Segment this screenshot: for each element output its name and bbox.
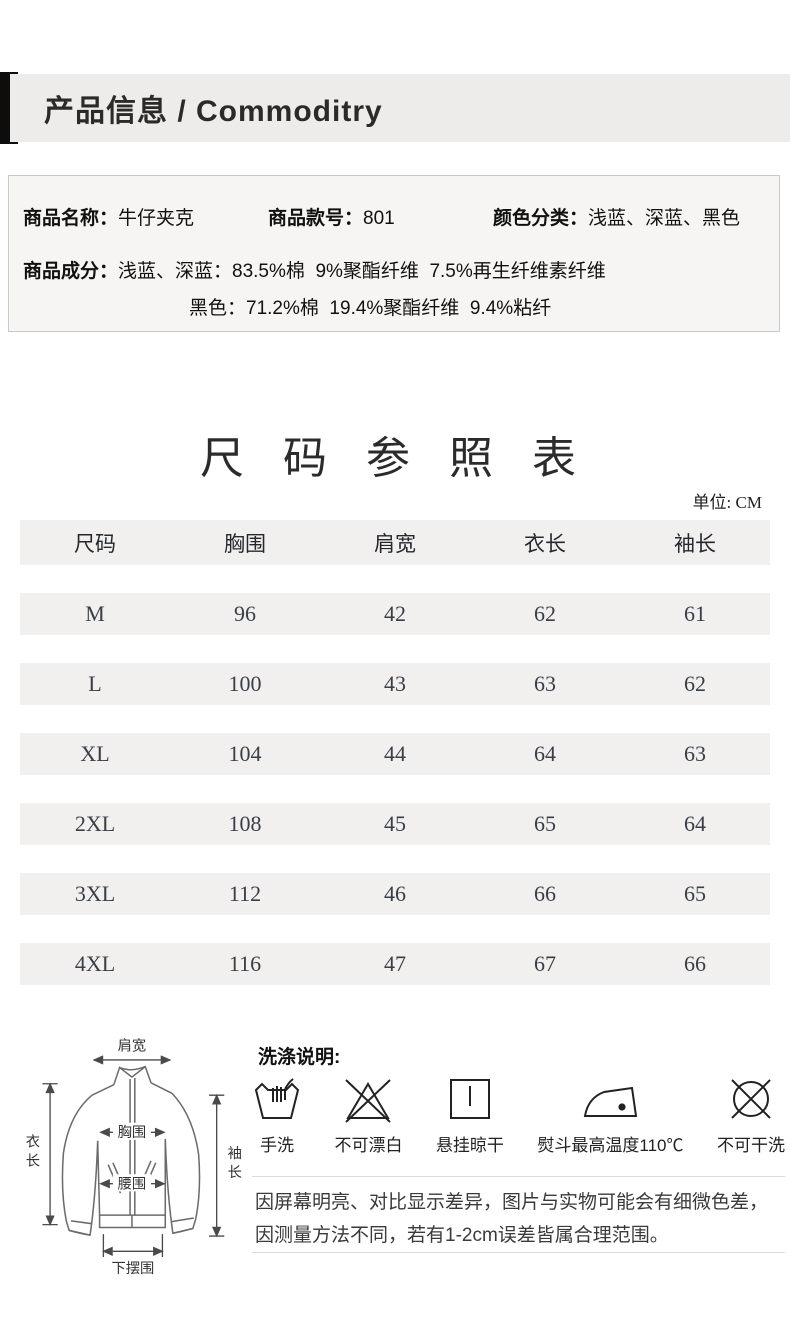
product-info-row: 商品名称：牛仔夹克 商品款号：801 颜色分类：浅蓝、深蓝、黑色 (23, 203, 769, 230)
jacket-measure-diagram: 肩宽 胸围 腰围 下摆围 衣 长 袖 长 (26, 1037, 242, 1277)
size-chart-title: 尺 码 参 照 表 (200, 434, 590, 483)
no-bleach-icon (345, 1079, 392, 1123)
table-header-row: 尺码 胸围 肩宽 衣长 袖长 (20, 520, 770, 565)
wash-item-iron-max-110: 熨斗最高温度110℃ (537, 1074, 684, 1156)
table-row: 3XL 112 46 66 65 (20, 873, 770, 915)
table-row: XL 104 44 64 63 (20, 733, 770, 775)
table-row: 4XL 116 47 67 66 (20, 943, 770, 985)
col-header-sleeve: 袖长 (674, 531, 716, 556)
garment-length-label: 衣 (26, 1134, 40, 1151)
wash-item-label: 手洗 (260, 1136, 294, 1155)
wash-item-no-dry-clean: 不可干洗 (717, 1074, 785, 1156)
waist-label: 腰围 (118, 1176, 147, 1192)
disclaimer-line-2: 因测量方法不同，若有1-2cm误差皆属合理范围。 (255, 1225, 669, 1247)
divider-top (252, 1176, 785, 1177)
disclaimer-line-1: 因屏幕明亮、对比显示差异，图片与实物可能会有细微色差， (255, 1192, 769, 1213)
wash-item-hang-dry: 悬挂晾干 (436, 1074, 504, 1156)
composition-line-2: 黑色：71.2%棉 19.4%聚酯纤维 9.4%粘纤 (189, 298, 552, 319)
iron-max-110-icon (584, 1086, 638, 1117)
col-header-shoulder: 肩宽 (374, 531, 416, 556)
jacket-outline (61, 1065, 201, 1237)
product-model: 商品款号：801 (268, 208, 395, 229)
disclaimer-text: 因屏幕明亮、对比显示差异，图片与实物可能会有细微色差， 因测量方法不同，若有1-… (255, 1186, 787, 1253)
svg-text:长: 长 (228, 1164, 242, 1181)
size-table: 尺码 胸围 肩宽 衣长 袖长 M 96 42 62 61 L 100 43 63 62 XL 10… (20, 520, 770, 985)
table-row: L 100 43 63 62 (20, 663, 770, 705)
hang-dry-icon (449, 1079, 490, 1119)
page-title: 产品信息 / Commoditry (44, 95, 383, 128)
sleeve-length-label: 袖 (228, 1145, 242, 1162)
no-dry-clean-icon (731, 1079, 771, 1119)
composition-line-1: 商品成分：浅蓝、深蓝：83.5%棉 9%聚酯纤维 7.5%再生纤维素纤维 (23, 261, 606, 282)
col-header-length: 衣长 (524, 531, 566, 556)
wash-item-hand-wash: 手洗 (253, 1074, 301, 1156)
hand-wash-icon (254, 1078, 300, 1119)
table-row: 2XL 108 45 65 64 (20, 803, 770, 845)
wash-item-label: 不可漂白 (334, 1136, 403, 1155)
col-header-size: 尺码 (74, 531, 116, 556)
svg-text:长: 长 (26, 1153, 40, 1170)
wash-item-label: 不可干洗 (716, 1136, 785, 1155)
wash-item-label: 熨斗最高温度110℃ (537, 1136, 684, 1155)
washing-icons-row: 手洗 不可漂白 悬挂晾干 (253, 1074, 785, 1156)
col-header-chest: 胸围 (224, 531, 266, 556)
wash-item-no-bleach: 不可漂白 (334, 1074, 402, 1156)
unit-label: 单位: CM (692, 493, 762, 512)
hem-label: 下摆围 (112, 1260, 155, 1277)
product-name: 商品名称：牛仔夹克 (23, 208, 195, 229)
shoulder-width-label: 肩宽 (118, 1037, 147, 1054)
table-row: M 96 42 62 61 (20, 593, 770, 635)
washing-title: 洗涤说明: (258, 1047, 341, 1068)
chest-label: 胸围 (118, 1124, 147, 1141)
product-colors: 颜色分类：浅蓝、深蓝、黑色 (493, 208, 741, 229)
divider-bottom (252, 1252, 785, 1253)
section-header: 产品信息 / Commoditry (10, 74, 790, 142)
wash-item-label: 悬挂晾干 (435, 1136, 504, 1155)
product-info-box: 商品名称：牛仔夹克 商品款号：801 颜色分类：浅蓝、深蓝、黑色 商品成分：浅蓝… (8, 175, 780, 332)
